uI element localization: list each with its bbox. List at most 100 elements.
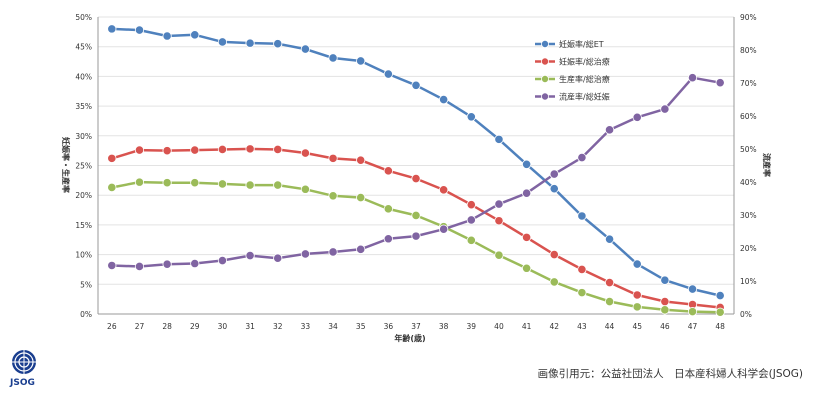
x-tick-label: 37 [411, 322, 421, 331]
data-point [411, 210, 421, 220]
data-point [715, 307, 725, 317]
y-tick-label-left: 30% [75, 132, 92, 141]
x-tick-label: 36 [384, 322, 394, 331]
data-point [162, 146, 172, 156]
data-point [245, 250, 255, 261]
y-tick-label-left: 40% [75, 72, 92, 81]
data-point [134, 25, 145, 35]
data-point [411, 231, 421, 241]
y-tick-label-left: 25% [75, 162, 92, 171]
data-point [300, 184, 310, 194]
y-tick-label-left: 45% [75, 43, 92, 52]
x-tick-label: 27 [135, 322, 145, 331]
jsog-logo-icon [12, 350, 36, 374]
data-point [439, 224, 449, 234]
data-point [162, 259, 172, 269]
y-tick-label-right: 50% [740, 145, 757, 154]
data-point [494, 134, 504, 144]
data-point [273, 180, 283, 190]
data-point [107, 260, 117, 271]
data-point [245, 38, 255, 48]
legend-marker [541, 75, 550, 84]
image-credit: 画像引用元：公益社団法人 日本産科婦人科学会(JSOG) [537, 368, 803, 380]
y-tick-label-left: 5% [80, 280, 92, 289]
data-point [328, 53, 338, 63]
x-tick-label: 38 [439, 322, 449, 331]
data-point [466, 235, 476, 245]
data-point [190, 145, 200, 155]
data-point [549, 277, 559, 287]
data-point [549, 169, 559, 179]
data-point [356, 56, 366, 66]
data-point [134, 145, 145, 155]
data-point [383, 204, 393, 214]
data-point [577, 264, 587, 275]
data-point [383, 69, 393, 79]
data-point [632, 302, 642, 312]
data-point [383, 166, 393, 176]
data-point [604, 296, 615, 307]
y-tick-label-right: 80% [740, 46, 757, 55]
data-point [522, 159, 532, 169]
x-tick-label: 44 [605, 322, 615, 331]
legend-marker [541, 57, 550, 66]
data-point [134, 261, 145, 272]
x-tick-label: 46 [660, 322, 670, 331]
data-point [660, 104, 670, 114]
series-line-1 [111, 27, 721, 297]
y-tick-label-right: 60% [740, 112, 757, 121]
x-axis-label: 年齢(歳) [394, 333, 425, 343]
data-point [245, 144, 255, 154]
x-tick-label: 33 [301, 322, 311, 331]
x-tick-label: 39 [467, 322, 477, 331]
data-point [466, 112, 476, 122]
data-point [300, 44, 310, 54]
y-tick-label-right: 10% [740, 277, 757, 286]
x-axis: 26 27 28 29 30 31 32 33 34 35 36 37 38 39 40 41 42 43 44 45… [107, 322, 725, 331]
y-tick-label-right: 0% [740, 310, 752, 319]
x-tick-label: 32 [273, 322, 283, 331]
data-point [687, 307, 698, 317]
y-axis-left-label: 妊娠率・生産率 [61, 137, 71, 193]
data-point [687, 284, 698, 294]
data-point [300, 148, 310, 158]
x-tick-label: 40 [494, 322, 504, 331]
y-tick-label-left: 0% [80, 310, 92, 319]
legend-marker [541, 92, 550, 101]
data-point [577, 152, 587, 163]
data-point [660, 305, 670, 315]
y-tick-label-left: 20% [75, 191, 92, 200]
data-point [632, 290, 642, 300]
y-tick-label-right: 30% [740, 211, 757, 220]
series-line-2 [111, 147, 721, 309]
data-point [356, 155, 366, 165]
data-point [217, 37, 228, 47]
y-tick-label-left: 35% [75, 102, 92, 111]
data-point [356, 192, 366, 203]
data-point [107, 24, 117, 34]
series-line-3 [111, 180, 721, 314]
y-tick-label-right: 90% [740, 13, 757, 22]
data-point [549, 184, 559, 194]
x-tick-label: 30 [218, 322, 228, 331]
data-point [273, 39, 283, 49]
data-point [687, 73, 698, 83]
legend-entry: 生産率/総治療 [559, 74, 610, 84]
y-axis-left: 0% 5% 10% 15% 20% 25% 30% 35% 40% 45% 50% [75, 13, 92, 319]
data-point [604, 234, 615, 244]
data-point [522, 232, 532, 242]
jsog-logo-text: JSOG [10, 378, 35, 388]
chart: 0% 5% 10% 15% 20% 25% 30% 35% 40% 45% 50% 0% 10% 20%… [61, 13, 772, 343]
data-point [522, 263, 532, 273]
x-tick-label: 42 [549, 322, 559, 331]
y-tick-label-right: 70% [740, 79, 757, 88]
gridlines [97, 16, 735, 315]
data-point [383, 234, 393, 244]
data-point [660, 275, 670, 285]
x-tick-label: 48 [715, 322, 725, 331]
data-point [494, 250, 504, 260]
x-tick-label: 31 [245, 322, 255, 331]
y-tick-label-left: 50% [75, 13, 92, 22]
data-point [328, 191, 338, 201]
